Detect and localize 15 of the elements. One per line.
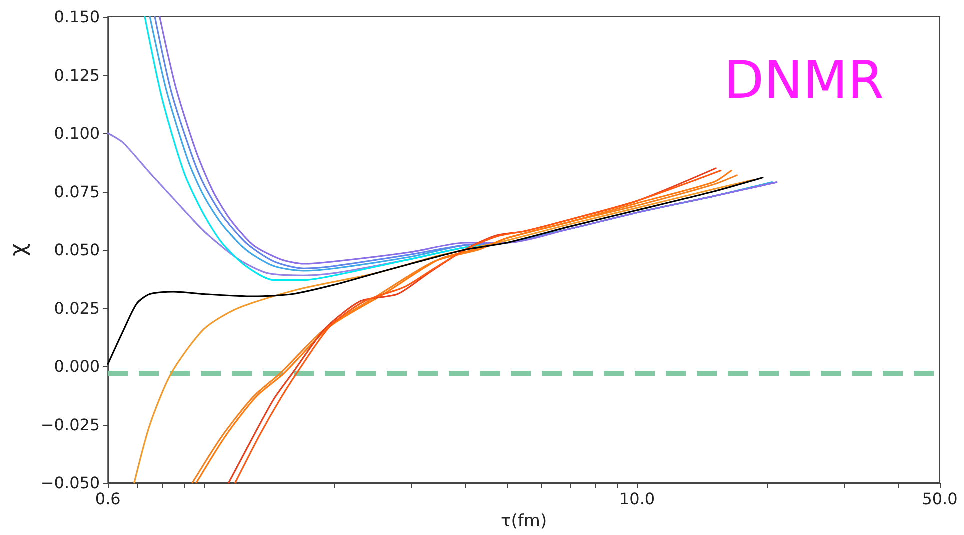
x-tick-label: 0.6 [95, 490, 121, 508]
x-axis-title: τ(fm) [501, 512, 548, 532]
y-tick-label: −0.050 [40, 474, 100, 492]
annotation: DNMR [724, 51, 884, 111]
y-tick-label: 0.125 [54, 66, 100, 85]
y-tick-label: 0.000 [54, 357, 100, 376]
x-tick-label: 10.0 [619, 490, 656, 508]
y-tick-label: 0.075 [54, 182, 100, 202]
y-tick-label: 0.150 [54, 8, 100, 26]
y-tick-label: 0.050 [54, 240, 100, 260]
x-tick-label: 50.0 [922, 490, 958, 508]
y-tick-label: 0.025 [54, 298, 100, 318]
y-tick-label: 0.100 [54, 124, 100, 143]
y-tick-label: −0.025 [40, 415, 100, 434]
y-axis-title: χ [6, 243, 32, 256]
